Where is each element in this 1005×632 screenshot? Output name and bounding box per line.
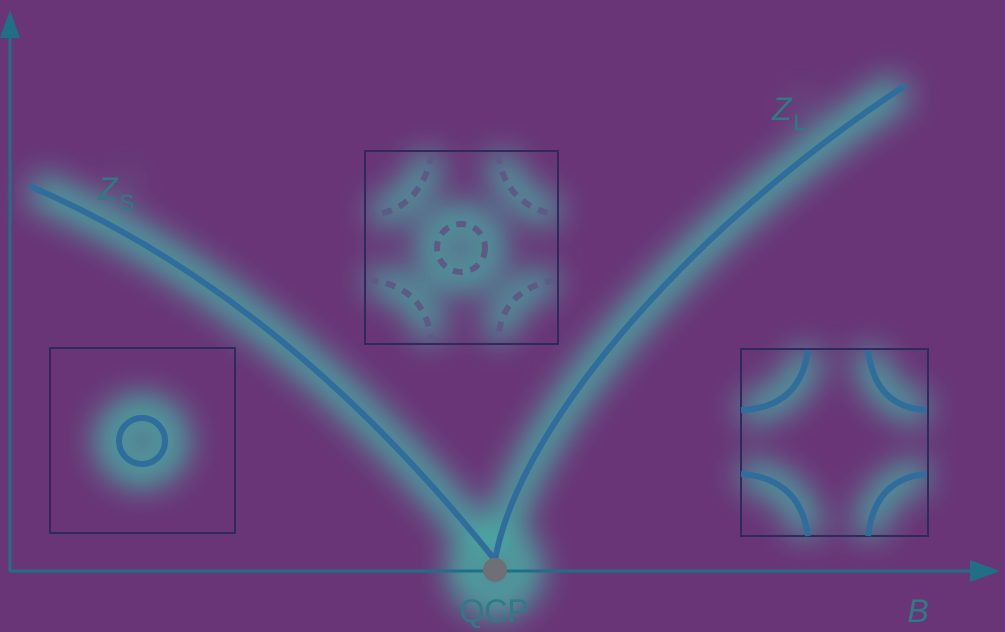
qcp-point [483, 558, 507, 582]
qcp-label: QCP [459, 593, 528, 629]
inset-box-left [49, 347, 236, 534]
labels: ZS ZL QCP B [97, 91, 929, 629]
arrow-head-icon [0, 10, 20, 38]
inset-box-center [364, 150, 559, 345]
zl-label: ZL [771, 91, 806, 135]
phase-boundaries [29, 84, 906, 563]
arrow-head-icon [970, 560, 1000, 582]
inset-box-right [740, 348, 929, 537]
large-arc-bottom-left [740, 471, 811, 537]
svg-text:Z: Z [116, 166, 137, 204]
zs-boundary-curve [29, 184, 498, 563]
zl-boundary-curve [492, 84, 906, 563]
small-pocket-circle [116, 415, 168, 467]
glow-layer: Z Z [25, 72, 930, 618]
fermi-surface-icon-critical [364, 150, 559, 345]
large-arc-bottom-right [865, 471, 928, 537]
center-pocket-dashed [434, 221, 488, 275]
fermi-surface-icon-small-pocket [49, 347, 236, 534]
large-arc-top-left [740, 349, 811, 413]
svg-text:Z: Z [790, 84, 811, 122]
b-axis-label: B [907, 593, 928, 629]
zs-label: ZS [97, 171, 134, 215]
corner-arc-bottom-right [495, 277, 556, 343]
fermi-surface-icon-large-pockets [740, 348, 929, 537]
large-arc-top-right [865, 349, 928, 413]
corner-arc-top-right [495, 153, 557, 218]
